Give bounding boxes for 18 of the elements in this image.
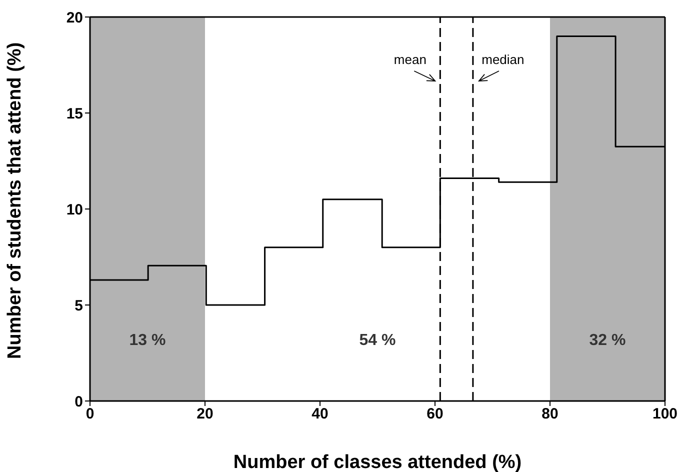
x-tick-label: 0 <box>86 406 94 423</box>
x-tick-label: 20 <box>196 406 214 423</box>
band-label: 13 % <box>129 332 166 349</box>
ref-line-label: mean <box>394 52 426 67</box>
x-tick-label: 100 <box>652 406 678 423</box>
band-label: 32 % <box>589 332 626 349</box>
x-tick-label: 80 <box>542 406 558 423</box>
y-tick-label: 15 <box>66 105 83 122</box>
ref-line-label: median <box>482 52 524 67</box>
x-tick-label: 40 <box>312 406 328 423</box>
annotation: 54 % <box>359 332 396 349</box>
x-axis-title: Number of classes attended (%) <box>233 452 522 472</box>
x-tick-label: 60 <box>426 406 444 423</box>
y-tick-label: 0 <box>74 393 83 410</box>
y-tick-label: 20 <box>66 9 83 26</box>
y-tick-label: 10 <box>66 201 83 218</box>
y-tick-label: 5 <box>74 297 83 314</box>
y-axis-title: Number of students that attend (%) <box>4 42 26 359</box>
